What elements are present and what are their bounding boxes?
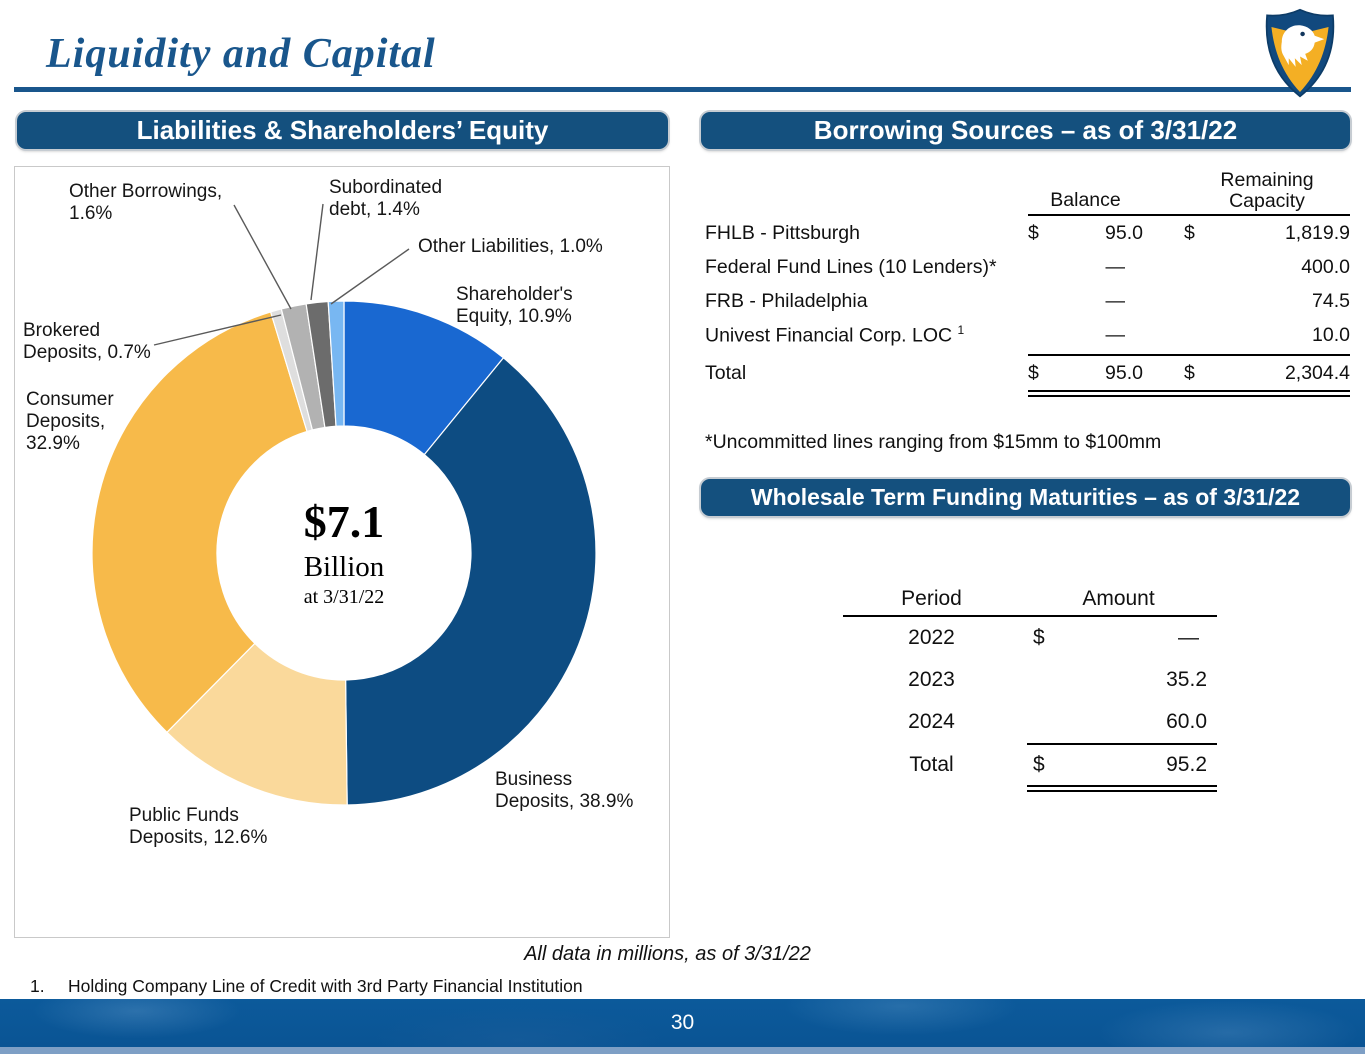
pie-slice-public-funds-deposits xyxy=(166,642,348,806)
footer-accent-strip xyxy=(0,1047,1365,1054)
pie-slice-consumer-deposits xyxy=(91,311,308,734)
pie-label-shareholders-equity: Shareholder's Equity, 10.9% xyxy=(456,284,573,327)
col-header-period: Period xyxy=(901,587,962,610)
pie-label-brokered-deposits: Brokered Deposits, 0.7% xyxy=(23,320,151,363)
header-underline xyxy=(1028,214,1350,216)
total-topline xyxy=(1028,354,1350,356)
page-number: 30 xyxy=(670,1011,695,1034)
total-topline xyxy=(1027,743,1217,745)
table-row: FRB - Philadelphia — 74.5 xyxy=(705,289,1350,312)
col-header-amount: Amount xyxy=(1082,587,1155,610)
pie-slice-business-deposits xyxy=(344,356,597,806)
pie-label-subordinated-debt: Subordinated debt, 1.4% xyxy=(329,177,443,220)
liabilities-chart-panel: Other Borrowings, 1.6% Subordinated debt… xyxy=(14,166,670,938)
currency-sign: $ xyxy=(1184,221,1195,244)
footnote-ref-1: 1 xyxy=(957,322,965,337)
title-divider xyxy=(14,87,1351,92)
pie-slice-other-liabilities xyxy=(327,300,345,427)
currency-sign: $ xyxy=(1028,221,1039,244)
wholesale-maturities-table: Period Amount 2022 $ — 2023 35.2 2024 60.… xyxy=(843,583,1217,792)
donut-total-value: $7.1 xyxy=(303,495,385,547)
header-underline xyxy=(843,615,1217,617)
pie-label-other-liabilities: Other Liabilities, 1.0% xyxy=(418,236,603,257)
uncommitted-lines-footnote: *Uncommitted lines ranging from $15mm to… xyxy=(705,431,1162,453)
footnote-1: 1. Holding Company Line of Credit with 3… xyxy=(30,976,583,996)
donut-as-of-date: at 3/31/22 xyxy=(303,586,385,609)
data-units-note: All data in millions, as of 3/31/22 xyxy=(524,943,811,965)
table-row: FHLB - Pittsburgh $95.0 $1,819.9 xyxy=(705,221,1350,244)
donut-center-label: $7.1 Billion at 3/31/22 xyxy=(217,426,471,680)
footer-bar: 30 xyxy=(0,999,1365,1047)
eagle-shield-logo xyxy=(1265,8,1335,98)
donut-slices xyxy=(91,300,597,806)
pie-label-business-deposits: Business Deposits, 38.9% xyxy=(495,769,634,812)
table-row: Univest Financial Corp. LOC 1 — 10.0 xyxy=(705,322,1350,347)
currency-sign: $ xyxy=(1184,361,1195,384)
col-header-remaining-capacity: Remaining Capacity xyxy=(1220,169,1314,212)
table-row: 2022 $ — xyxy=(908,626,1199,649)
page-title: Liquidity and Capital xyxy=(46,31,436,77)
currency-sign: $ xyxy=(1033,626,1045,649)
pie-label-other-borrowings: Other Borrowings, 1.6% xyxy=(69,181,223,224)
total-double-underline xyxy=(1028,390,1350,397)
borrowing-section-header: Borrowing Sources – as of 3/31/22 xyxy=(701,112,1350,149)
leader-other-borrowings xyxy=(233,204,292,310)
wholesale-table-header: Period Amount xyxy=(843,583,1217,611)
table-total-row: Total $95.2 xyxy=(909,753,1207,776)
liabilities-section-header: Liabilities & Shareholders’ Equity xyxy=(17,112,668,149)
leader-lines xyxy=(153,203,410,346)
leader-subordinated-debt xyxy=(310,203,324,301)
donut-chart xyxy=(91,203,597,806)
pie-label-public-funds-deposits: Public Funds Deposits, 12.6% xyxy=(129,805,268,848)
table-row: 2023 35.2 xyxy=(908,668,1207,691)
leader-brokered-deposits xyxy=(153,314,282,346)
wholesale-section-header: Wholesale Term Funding Maturities – as o… xyxy=(701,479,1350,516)
borrowing-sources-table: Balance Remaining Capacity FHLB - Pittsb… xyxy=(705,168,1350,397)
leader-other-liabilities xyxy=(330,248,410,305)
col-header-balance: Balance xyxy=(1050,189,1121,211)
table-row: Federal Fund Lines (10 Lenders)* — 400.0 xyxy=(705,255,1350,278)
borrowing-table-header: Balance Remaining Capacity xyxy=(705,168,1350,212)
currency-sign: $ xyxy=(1033,753,1045,776)
table-row: 2024 60.0 xyxy=(908,710,1207,733)
currency-sign: $ xyxy=(1028,361,1039,384)
donut-total-unit: Billion xyxy=(303,550,385,583)
pie-label-consumer-deposits: Consumer Deposits, 32.9% xyxy=(26,389,114,454)
total-double-underline xyxy=(1027,785,1217,792)
table-total-row: Total $95.0 $2,304.4 xyxy=(705,361,1350,384)
